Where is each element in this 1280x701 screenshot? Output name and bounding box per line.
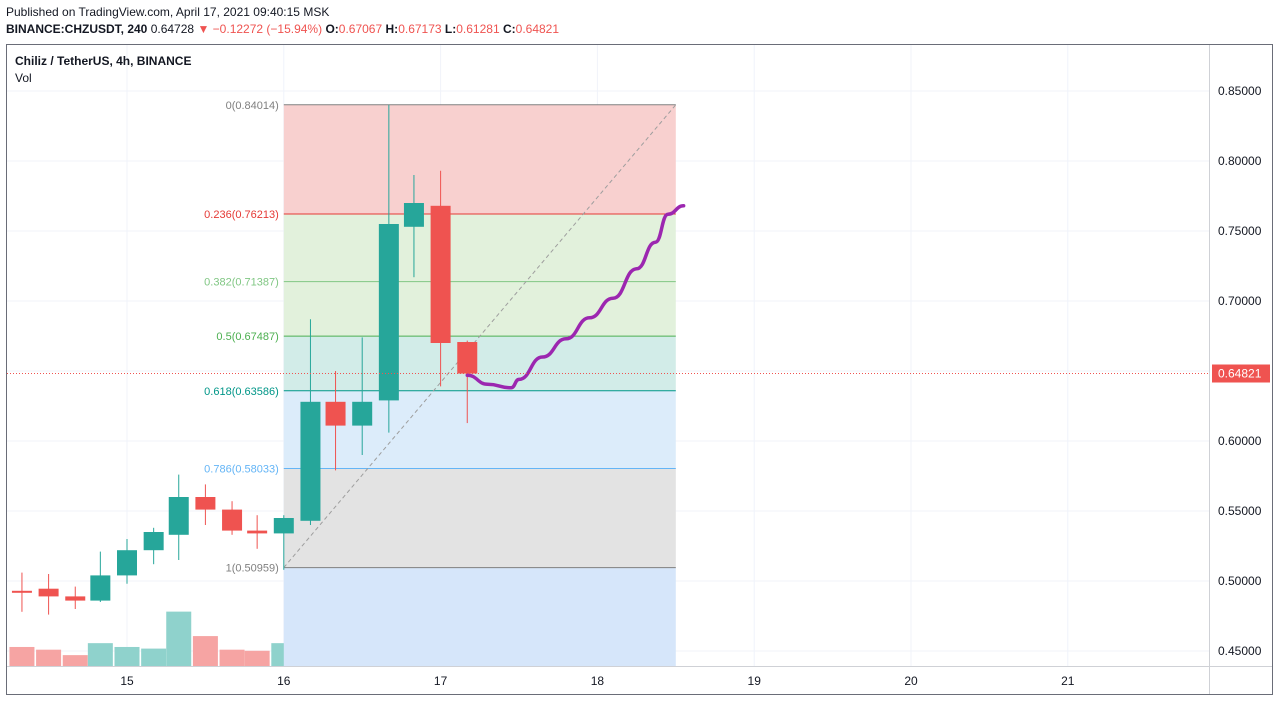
candle-body[interactable]: [352, 401, 373, 426]
published-line: Published on TradingView.com, April 17, …: [6, 5, 330, 19]
y-tick-label: 0.55000: [1218, 504, 1262, 518]
fib-level-label: 0.786(0.58033): [204, 464, 279, 476]
fib-level-label: 0.618(0.63586): [204, 386, 279, 398]
x-tick-label: 16: [277, 674, 291, 688]
volume-bar: [141, 648, 167, 666]
y-tick-label: 0.75000: [1218, 224, 1262, 238]
projection-curve[interactable]: [465, 204, 686, 390]
x-tick-label: 15: [120, 674, 134, 688]
volume-bar: [219, 649, 245, 666]
down-arrow-icon: ▼: [197, 22, 210, 36]
close-label: C:: [502, 22, 516, 36]
legend-volume: Vol: [15, 71, 32, 85]
candle-body[interactable]: [117, 550, 137, 576]
fib-level-label: 0.5(0.67487): [216, 331, 278, 343]
y-tick-label: 0.70000: [1218, 294, 1262, 308]
close-value: 0.64821: [515, 22, 560, 36]
high-value: 0.67173: [398, 22, 442, 36]
x-tick-label: 21: [1061, 674, 1075, 688]
volume-bar: [192, 636, 218, 666]
x-tick-label: 19: [748, 674, 762, 688]
candle-body[interactable]: [430, 205, 451, 343]
y-tick-label: 0.50000: [1218, 574, 1262, 588]
low-value: 0.61281: [456, 22, 500, 36]
high-label: H:: [385, 22, 399, 36]
volume-bar: [244, 650, 270, 666]
fib-level-label: 1(0.50959): [226, 563, 279, 575]
fib-zone: [283, 567, 676, 666]
open-value: 0.67067: [338, 22, 383, 36]
volume-bar: [9, 646, 35, 666]
candle-body[interactable]: [65, 596, 86, 601]
y-tick-label: 0.60000: [1218, 434, 1262, 448]
candle-body[interactable]: [378, 224, 399, 401]
y-tick-label: 0.45000: [1218, 644, 1262, 658]
candle-body[interactable]: [90, 575, 111, 601]
volume-bar: [62, 655, 88, 666]
ticker-line: BINANCE:CHZUSDT, 240 0.64728 ▼ −0.12272 …: [6, 22, 559, 36]
y-tick-label: 0.80000: [1218, 154, 1262, 168]
symbol[interactable]: BINANCE:CHZUSDT, 240: [6, 22, 148, 36]
change: −0.12272 (−15.94%): [212, 22, 323, 36]
candle-body[interactable]: [300, 401, 321, 521]
volume-bar: [166, 611, 192, 666]
volume-bar: [114, 646, 140, 666]
candle-body[interactable]: [168, 497, 189, 535]
fib-zone: [283, 104, 676, 215]
candle-body[interactable]: [273, 518, 294, 534]
candle-body[interactable]: [195, 497, 216, 510]
candle-body[interactable]: [325, 401, 346, 426]
volume-bar: [87, 643, 113, 666]
fib-zone: [283, 281, 676, 337]
volume-bar: [36, 649, 62, 666]
candle-body[interactable]: [457, 342, 478, 374]
fib-level-label: 0(0.84014): [226, 100, 279, 112]
low-label: L:: [444, 22, 457, 36]
y-tick-label: 0.85000: [1218, 84, 1262, 98]
x-tick-label: 20: [904, 674, 918, 688]
legend-title: Chiliz / TetherUS, 4h, BINANCE: [15, 54, 191, 68]
fib-zone: [283, 468, 676, 568]
fib-level-label: 0.382(0.71387): [204, 277, 279, 289]
fib-zone: [283, 214, 676, 282]
candle-body[interactable]: [38, 588, 59, 597]
candle-body[interactable]: [143, 532, 164, 551]
fib-level-label: 0.236(0.76213): [204, 209, 279, 221]
last-price-label: 0.64821: [1218, 367, 1262, 381]
candle-body[interactable]: [403, 203, 424, 227]
open-label: O:: [325, 22, 339, 36]
x-tick-label: 17: [434, 674, 448, 688]
last-price-badge: [1212, 364, 1270, 383]
last-price: 0.64728: [150, 22, 195, 36]
candle-body[interactable]: [222, 509, 243, 531]
candle-body[interactable]: [247, 530, 268, 534]
fib-zone: [283, 390, 676, 469]
candle-body[interactable]: [11, 590, 32, 593]
x-tick-label: 18: [591, 674, 605, 688]
fib-trend-line: [283, 104, 677, 568]
